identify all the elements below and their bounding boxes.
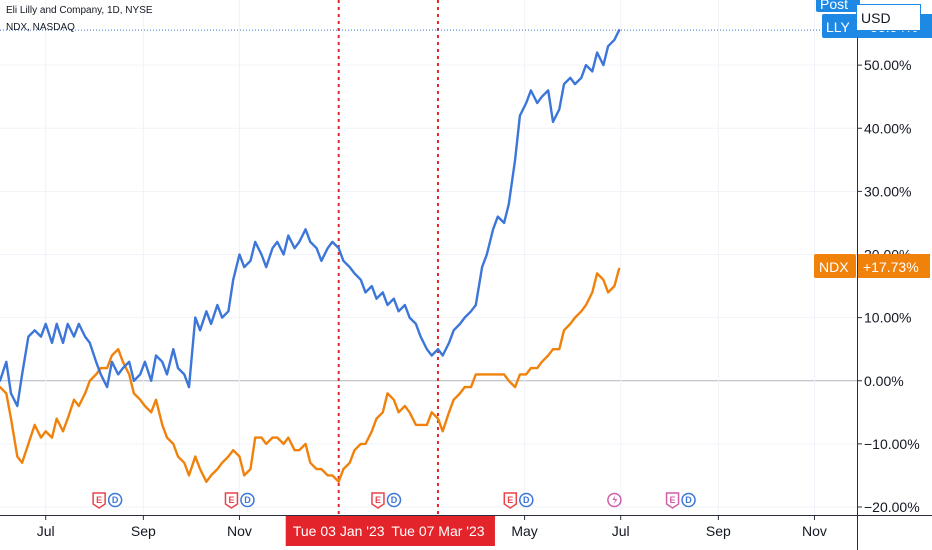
- lly-post-label: Post: [820, 0, 848, 12]
- price-axis[interactable]: −20.00%−10.00%0.00%10.00%20.00%30.00%40.…: [857, 57, 920, 515]
- ndx-series: [0, 267, 621, 483]
- ndx-label: NDX: [819, 259, 849, 275]
- marker-label: Tue 03 Jan '23: [293, 523, 385, 539]
- dividend-icon-letter: D: [244, 495, 251, 505]
- x-tick-label: Nov: [802, 523, 827, 539]
- dividend-icon-letter: D: [112, 495, 119, 505]
- lly-label: LLY: [826, 19, 851, 35]
- currency-button[interactable]: USD: [856, 4, 921, 31]
- earnings-icon-letter: E: [96, 495, 102, 505]
- y-tick-label: 10.00%: [864, 310, 911, 326]
- date-markers: [337, 0, 439, 515]
- split-icon-bolt: [612, 495, 618, 505]
- dividend-icon: [519, 492, 534, 508]
- y-tick-label: −10.00%: [864, 436, 920, 452]
- earnings-icon: [371, 492, 385, 509]
- time-axis[interactable]: Jul Sep Nov May Jul Sep Nov: [37, 515, 827, 539]
- dividend-icon-letter: D: [391, 495, 398, 505]
- x-tick-label: Sep: [131, 523, 156, 539]
- lly-line: [0, 29, 621, 408]
- date-marker-labels: Tue 03 Jan '23 Tue 07 Mar '23: [285, 516, 495, 546]
- ndx-value: +17.73%: [863, 259, 919, 275]
- marker-label: Tue 07 Mar '23: [391, 523, 484, 539]
- dividend-icon: [386, 492, 402, 508]
- earnings-icon-letter: E: [228, 495, 234, 505]
- legend-main-symbol[interactable]: Eli Lilly and Company, 1D, NYSE: [6, 5, 153, 16]
- x-tick-label: May: [511, 523, 537, 539]
- x-tick-label: Sep: [706, 523, 731, 539]
- ndx-badge: NDX +17.73%: [814, 254, 930, 278]
- earnings-icon: [224, 492, 239, 509]
- y-tick-label: 40.00%: [864, 120, 911, 136]
- dividend-icon: [681, 492, 696, 508]
- earnings-icon-letter: E: [507, 495, 513, 505]
- marker-label-bg: [285, 516, 396, 546]
- dividend-icon-letter: D: [685, 495, 692, 505]
- dividend-icon: [240, 492, 255, 508]
- dividend-icon: [107, 492, 123, 508]
- x-tick-label: Jul: [37, 523, 55, 539]
- earnings-icon: [665, 492, 680, 509]
- dividend-icon-letter: D: [523, 495, 530, 505]
- earnings-icon-letter: E: [375, 495, 381, 505]
- earnings-icon: [92, 492, 106, 509]
- y-tick-label: 30.00%: [864, 183, 911, 199]
- y-tick-label: −20.00%: [864, 499, 920, 515]
- marker-label-bg: [384, 516, 495, 546]
- ndx-value-badge: [858, 254, 930, 278]
- legend-compare-symbol[interactable]: NDX, NASDAQ: [6, 22, 75, 33]
- lly-series: [0, 29, 857, 408]
- ndx-line: [0, 267, 621, 483]
- grid: [0, 0, 857, 515]
- earnings-icon-letter: E: [670, 495, 676, 505]
- lly-label-badge: [822, 14, 858, 38]
- x-tick-label: Jul: [612, 523, 630, 539]
- y-tick-label: 50.00%: [864, 57, 911, 73]
- lly-post-badge: [816, 0, 860, 12]
- earnings-icon: [503, 492, 518, 509]
- currency-button-frame[interactable]: [856, 4, 921, 31]
- ndx-label-badge: [814, 254, 856, 278]
- x-tick-label: Nov: [227, 523, 252, 539]
- y-tick-label: 0.00%: [864, 373, 904, 389]
- currency-label[interactable]: USD: [861, 10, 891, 26]
